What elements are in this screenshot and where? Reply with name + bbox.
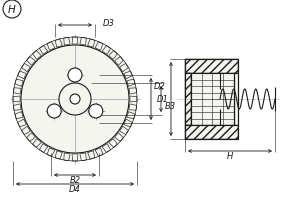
- Polygon shape: [124, 72, 132, 79]
- Polygon shape: [33, 139, 41, 148]
- Polygon shape: [13, 97, 20, 102]
- Polygon shape: [88, 40, 95, 48]
- Polygon shape: [120, 127, 128, 135]
- Circle shape: [21, 46, 129, 153]
- Bar: [191, 74, 234, 125]
- Text: B2: B2: [70, 176, 81, 185]
- Polygon shape: [15, 112, 23, 119]
- Polygon shape: [129, 104, 137, 111]
- Polygon shape: [26, 133, 36, 142]
- Polygon shape: [40, 144, 48, 153]
- Polygon shape: [55, 151, 62, 159]
- Polygon shape: [47, 42, 55, 51]
- Polygon shape: [22, 127, 30, 135]
- Polygon shape: [80, 38, 86, 46]
- Bar: [234, 74, 238, 125]
- Text: H: H: [227, 152, 233, 161]
- Circle shape: [47, 104, 61, 118]
- Bar: [185, 60, 238, 74]
- Polygon shape: [72, 38, 78, 45]
- Polygon shape: [120, 64, 128, 73]
- Text: D2: D2: [154, 82, 166, 91]
- Polygon shape: [109, 139, 117, 148]
- Polygon shape: [130, 97, 137, 102]
- Bar: [185, 125, 238, 139]
- Polygon shape: [33, 51, 41, 60]
- Circle shape: [89, 104, 103, 118]
- Polygon shape: [47, 148, 55, 157]
- Polygon shape: [88, 151, 95, 159]
- Polygon shape: [18, 120, 26, 127]
- Circle shape: [13, 38, 137, 161]
- Polygon shape: [26, 57, 36, 66]
- Polygon shape: [40, 46, 48, 55]
- Polygon shape: [18, 72, 26, 79]
- Text: D3: D3: [103, 19, 115, 28]
- Circle shape: [68, 69, 82, 83]
- Bar: [185, 74, 191, 125]
- Polygon shape: [64, 38, 70, 46]
- Polygon shape: [95, 148, 103, 157]
- Text: D1: D1: [157, 95, 169, 104]
- Polygon shape: [55, 40, 62, 48]
- Polygon shape: [102, 46, 111, 55]
- Text: H: H: [8, 5, 16, 15]
- Polygon shape: [129, 88, 137, 95]
- Polygon shape: [115, 57, 123, 66]
- Text: D4: D4: [69, 185, 81, 194]
- Polygon shape: [13, 88, 21, 95]
- Polygon shape: [72, 154, 78, 161]
- Polygon shape: [124, 120, 132, 127]
- Polygon shape: [109, 51, 117, 60]
- Polygon shape: [15, 80, 23, 87]
- Polygon shape: [80, 153, 86, 161]
- Polygon shape: [127, 80, 135, 87]
- Polygon shape: [95, 42, 103, 51]
- Polygon shape: [115, 133, 123, 142]
- Circle shape: [70, 95, 80, 104]
- Bar: [185, 125, 238, 139]
- Polygon shape: [127, 112, 135, 119]
- Bar: [185, 60, 238, 74]
- Bar: [185, 74, 191, 125]
- Polygon shape: [102, 144, 111, 153]
- Polygon shape: [22, 64, 30, 73]
- Circle shape: [59, 84, 91, 115]
- Text: B3: B3: [164, 101, 175, 110]
- Polygon shape: [13, 104, 21, 111]
- Polygon shape: [64, 153, 70, 161]
